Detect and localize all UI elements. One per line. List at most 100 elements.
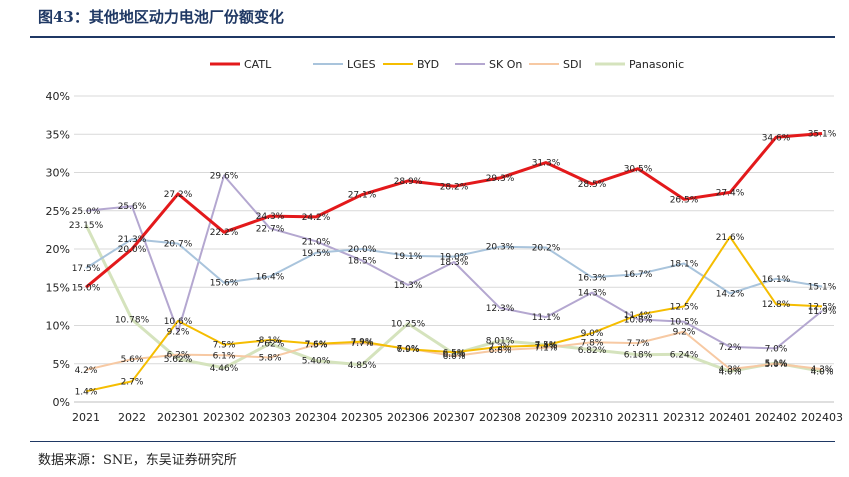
data-label: 15.0% — [72, 283, 101, 293]
data-label: 7.5% — [305, 341, 328, 351]
data-label: 30.5% — [624, 165, 653, 175]
data-label: 5.6% — [121, 355, 144, 365]
data-label: 16.3% — [578, 273, 607, 283]
data-label: 10.25% — [391, 320, 426, 330]
data-label: 26.5% — [670, 195, 699, 205]
data-label: 22.7% — [256, 224, 285, 234]
source-rule — [30, 441, 835, 442]
data-label: 25.0% — [72, 207, 101, 217]
data-label: 12.5% — [670, 302, 699, 312]
data-label: 5.1% — [765, 359, 788, 369]
data-label: 27.2% — [164, 190, 193, 200]
data-label: 4.0% — [719, 367, 742, 377]
data-label: 20.3% — [486, 243, 515, 253]
figure-title: 图43：其他地区动力电池厂份额变化 — [38, 8, 284, 26]
data-label: 7.0% — [765, 344, 788, 354]
data-label: 27.4% — [716, 188, 745, 198]
data-label: 25.6% — [118, 202, 147, 212]
x-tick-label: 202401 — [709, 411, 751, 424]
data-label: 2.7% — [121, 377, 144, 387]
data-label: 4.2% — [75, 366, 98, 376]
data-label: 4.3% — [719, 365, 742, 375]
legend: CATL LGES BYD SK On SDI Panasonic — [210, 58, 684, 71]
data-label: 6.24% — [670, 350, 699, 360]
legend-label: Panasonic — [629, 58, 684, 71]
series-line-lges — [85, 238, 823, 295]
data-label: 17.5% — [72, 264, 101, 274]
data-label: 11.1% — [532, 313, 561, 323]
data-label: 18.1% — [670, 260, 699, 270]
x-tick-label: 202310 — [571, 411, 613, 424]
data-label: 28.9% — [394, 177, 423, 187]
data-label: 16.1% — [762, 275, 791, 285]
data-label: 7.2% — [719, 343, 742, 353]
x-tick-label: 202302 — [203, 411, 245, 424]
y-tick-label: 40% — [46, 90, 70, 103]
data-label: 28.2% — [440, 182, 469, 192]
data-label: 12.8% — [762, 300, 791, 310]
data-label: 10.78% — [115, 316, 150, 326]
data-label: 20.7% — [164, 240, 193, 250]
data-label: 16.7% — [624, 270, 653, 280]
data-label: 15.6% — [210, 279, 239, 289]
series-line-sdi — [85, 330, 823, 371]
data-label: 29.6% — [210, 172, 239, 182]
data-label: 19.5% — [302, 249, 331, 259]
data-label: 10.5% — [670, 318, 699, 328]
data-label: 20.2% — [532, 243, 561, 253]
data-label: 5.40% — [302, 357, 331, 367]
data-label: 6.82% — [578, 346, 607, 356]
data-label: 5.62% — [164, 355, 193, 365]
x-tick-label: 202311 — [617, 411, 659, 424]
data-label: 12.3% — [486, 304, 515, 314]
x-tick-label: 202403 — [801, 411, 843, 424]
y-tick-label: 20% — [46, 243, 70, 256]
data-label: 24.2% — [302, 213, 331, 223]
title-rule — [30, 36, 835, 38]
data-label: 7.7% — [351, 339, 374, 349]
data-label: 7.2% — [489, 343, 512, 353]
x-tick-label: 202402 — [755, 411, 797, 424]
x-tick-label: 2021 — [72, 411, 100, 424]
data-label: 4.0% — [811, 367, 834, 377]
data-label: 15.3% — [394, 281, 423, 291]
data-label: 7.7% — [627, 339, 650, 349]
x-tick-label: 202309 — [525, 411, 567, 424]
data-label: 9.2% — [167, 328, 190, 338]
data-label: 35.1% — [808, 129, 837, 139]
data-label: 6.8% — [489, 346, 512, 356]
data-label: 6.3% — [443, 350, 466, 360]
series-line-panasonic — [84, 224, 823, 373]
y-axis-ticks: 0% 5% 10% 15% 20% 25% 30% 35% 40% — [46, 90, 70, 409]
data-label: 20.0% — [118, 245, 147, 255]
data-label: 31.3% — [532, 159, 561, 169]
data-label: 7.0% — [397, 344, 420, 354]
data-label: 21.0% — [302, 237, 331, 247]
x-tick-label: 2022 — [118, 411, 146, 424]
legend-label: CATL — [244, 58, 272, 71]
data-label: 28.5% — [578, 180, 607, 190]
x-tick-label: 202305 — [341, 411, 383, 424]
data-label: 11.9% — [808, 307, 837, 317]
data-label: 6.0% — [443, 352, 466, 362]
x-tick-label: 202304 — [295, 411, 337, 424]
x-tick-label: 202312 — [663, 411, 705, 424]
data-label: 7.4% — [535, 341, 558, 351]
legend-label: BYD — [417, 58, 439, 71]
data-label: 12.5% — [808, 302, 837, 312]
data-label: 10.8% — [624, 315, 653, 325]
x-axis-ticks: 2021 2022 202301 202302 202303 202304 202305 20… — [72, 411, 843, 424]
data-label: 6.9% — [397, 345, 420, 355]
data-label: 10.6% — [164, 317, 193, 327]
data-label: 9.0% — [581, 329, 604, 339]
x-tick-label: 202303 — [249, 411, 291, 424]
x-tick-label: 202308 — [479, 411, 521, 424]
data-label: 11.4% — [624, 311, 653, 321]
data-label: 6.2% — [167, 351, 190, 361]
data-label: 7.62% — [256, 340, 285, 350]
data-label: 8.01% — [486, 337, 515, 347]
series-line-sk-on — [85, 174, 823, 350]
y-tick-label: 10% — [46, 320, 70, 333]
series-lines — [84, 132, 823, 393]
